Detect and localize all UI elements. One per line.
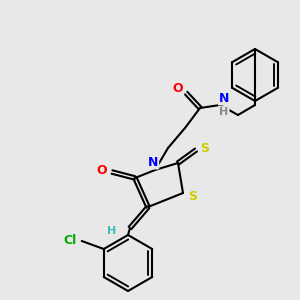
Text: H: H: [219, 107, 229, 117]
Text: N: N: [219, 92, 229, 104]
Text: S: S: [200, 142, 209, 154]
Text: O: O: [97, 164, 107, 176]
Text: N: N: [148, 155, 158, 169]
Text: O: O: [173, 82, 183, 94]
Text: H: H: [107, 226, 117, 236]
Text: S: S: [188, 190, 197, 203]
Text: Cl: Cl: [63, 233, 76, 247]
